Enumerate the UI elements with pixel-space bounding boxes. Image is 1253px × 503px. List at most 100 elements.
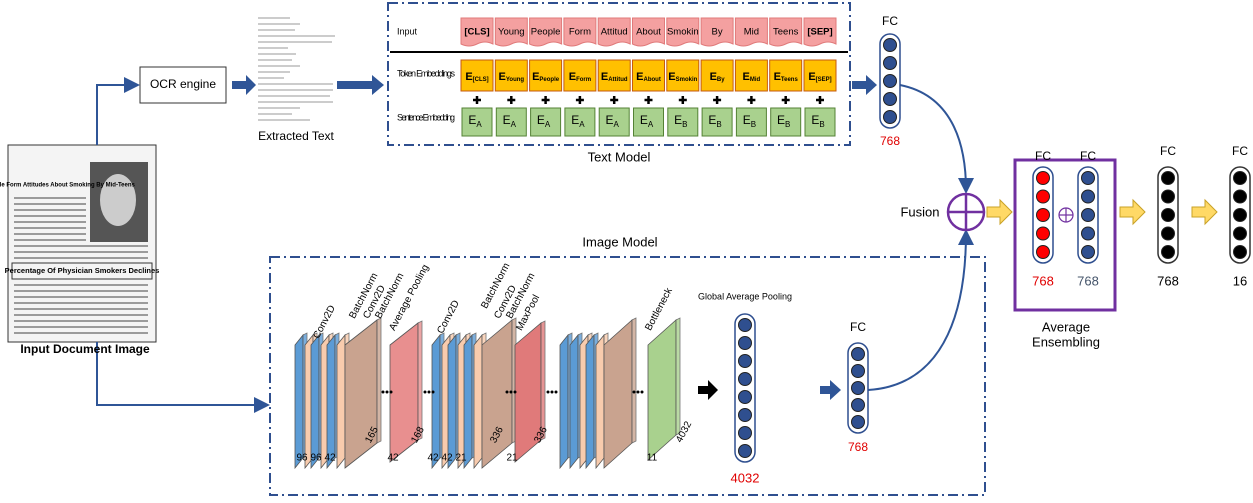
layer-slab	[481, 319, 513, 469]
embedding-sub: Young	[506, 77, 525, 83]
layer-slab	[585, 333, 595, 470]
embedding-sub: B	[682, 120, 687, 129]
embedding-sub: B	[716, 120, 721, 129]
token-box	[803, 17, 837, 47]
neuron	[1036, 245, 1050, 259]
layer-slab	[473, 333, 483, 470]
layer-edge	[675, 317, 681, 436]
token-embedding: EAbout	[636, 71, 661, 83]
token-embedding: EBy	[710, 71, 726, 83]
layer-slab	[310, 333, 320, 470]
layer-slab	[344, 319, 378, 469]
fc-label: FC	[1232, 144, 1248, 158]
token: Mid	[744, 27, 759, 38]
ellipsis-dot	[423, 390, 427, 394]
neuron	[738, 318, 752, 332]
token-box	[666, 17, 700, 47]
embedding-base: E	[710, 71, 717, 83]
token-embedding: E[SEP]	[808, 71, 831, 83]
token-embedding: ETeens	[774, 71, 799, 83]
token-embedding-box	[563, 59, 597, 92]
token: [SEP]	[807, 27, 832, 38]
layer-edge	[540, 320, 546, 441]
ellipsis-dot	[632, 390, 636, 394]
dimension: 42	[427, 453, 439, 464]
neuron	[883, 74, 897, 88]
plus	[541, 96, 550, 104]
plus	[610, 96, 619, 104]
embedding-base: E	[503, 113, 511, 127]
plus	[781, 96, 790, 104]
sentence-embedding-box	[564, 107, 596, 137]
plus	[644, 96, 653, 104]
token: About	[636, 27, 661, 38]
ellipsis-dot	[513, 390, 517, 394]
neuron	[851, 398, 865, 412]
text-model-title: Text Model	[588, 149, 651, 164]
sentence-embedding: EB	[708, 113, 721, 129]
ellipsis-dot	[636, 390, 640, 394]
ensemble-title: Ensembling	[1032, 334, 1100, 349]
token-box	[769, 17, 803, 47]
embedding-sub: A	[545, 120, 551, 129]
plus	[713, 96, 722, 104]
embedding-base: E	[606, 113, 614, 127]
embedding-sub: Mid	[750, 77, 761, 83]
layer-slab	[326, 333, 336, 470]
embedding-sub: Smokin	[676, 77, 698, 83]
ensemble-box	[1013, 158, 1117, 312]
layer-slab	[647, 319, 677, 461]
ellipsis-dot	[640, 390, 644, 394]
token-box	[529, 17, 563, 47]
token-box	[734, 17, 768, 47]
embedding-sub: By	[717, 77, 725, 83]
token-box	[597, 17, 631, 47]
sentence-embedding-box	[495, 107, 527, 137]
sentence-embedding-box	[770, 107, 802, 137]
neuron	[1081, 171, 1095, 185]
token: Form	[569, 27, 591, 38]
neuron	[883, 110, 897, 124]
document-image	[7, 144, 157, 343]
fc-label: FC	[850, 320, 866, 334]
layer-slab	[447, 333, 457, 470]
plus	[816, 96, 824, 104]
dimension: 11	[647, 453, 658, 464]
ellipsis-dot	[427, 390, 431, 394]
embedding-base: E	[468, 113, 476, 127]
token-box	[563, 17, 597, 47]
neuron	[851, 347, 865, 361]
layer-slab	[336, 333, 346, 470]
token-embedding: EForm	[569, 71, 591, 83]
neuron	[883, 92, 897, 106]
neuron	[1161, 226, 1175, 241]
fc-size: 768	[1157, 273, 1179, 288]
token-embedding: EYoung	[499, 71, 525, 83]
connectors	[96, 77, 974, 413]
neuron	[883, 38, 897, 52]
fc-label: FC	[1160, 144, 1176, 158]
embedding-base: E	[708, 113, 716, 127]
embedding-sub: B	[819, 120, 824, 129]
layer-label: Conv2D	[435, 299, 462, 336]
plus	[747, 96, 756, 104]
token: Teens	[773, 27, 799, 38]
document-label: Input Document Image	[20, 342, 150, 356]
fc-size: 16	[1233, 273, 1247, 288]
ensemble-title: Average	[1042, 319, 1090, 334]
row-label: Token Embeddings	[397, 68, 456, 78]
sentence-embedding: EA	[468, 113, 482, 129]
neuron	[1233, 171, 1247, 185]
image-model-box	[269, 256, 986, 496]
neuron	[1036, 171, 1050, 185]
embedding-base: E	[569, 71, 576, 83]
sentence-embedding-box	[530, 107, 562, 137]
dimension: 42	[324, 453, 336, 464]
sentence-embedding-box	[735, 107, 767, 137]
neuron	[1081, 208, 1095, 222]
neuron	[1036, 226, 1050, 241]
token-box	[700, 17, 734, 47]
sentence-embedding: EA	[537, 113, 551, 129]
sentence-embedding: EB	[777, 113, 790, 129]
